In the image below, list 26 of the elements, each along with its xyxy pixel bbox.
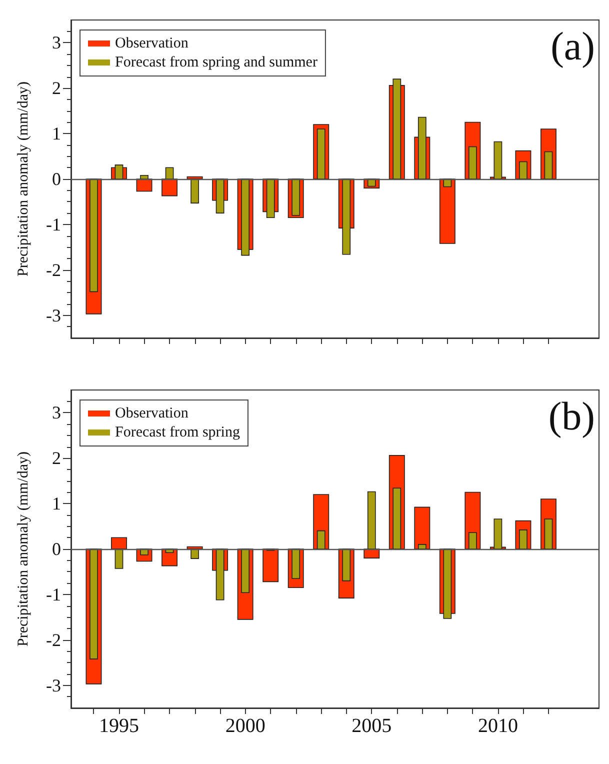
x-tick-label: 2005: [352, 715, 392, 737]
y-tick-label: 0: [52, 169, 61, 189]
y-tick-label: 1: [52, 494, 61, 514]
y-axis-title: Precipitation anomaly (mm/day): [16, 82, 32, 276]
x-tick-label: 1995: [99, 715, 139, 737]
y-tick-label: 1: [52, 124, 61, 144]
y-tick-label: 3: [52, 32, 61, 53]
y-tick-label: -3: [46, 305, 61, 326]
legend-label: Forecast from spring: [115, 424, 240, 440]
y-tick-label: -1: [46, 584, 61, 604]
y-tick-label: -3: [46, 675, 61, 696]
y-tick-label: 0: [52, 539, 61, 559]
y-tick-label: 2: [52, 78, 61, 98]
legend-label: Forecast from spring and summer: [115, 54, 318, 70]
y-tick-label: -2: [46, 630, 61, 650]
legend-label: Observation: [115, 406, 189, 422]
legend-label: Observation: [115, 36, 189, 52]
y-tick-label: 2: [52, 448, 61, 468]
annotation: (a): [550, 24, 596, 68]
y-tick-label: -1: [46, 214, 61, 234]
x-tick-label: 2000: [225, 715, 266, 737]
x-tick-label: 2010: [478, 715, 518, 737]
y-axis-title: Precipitation anomaly (mm/day): [16, 452, 32, 646]
annotation: (b): [548, 394, 595, 438]
y-tick-label: 3: [52, 402, 61, 423]
y-tick-label: -2: [46, 260, 61, 280]
